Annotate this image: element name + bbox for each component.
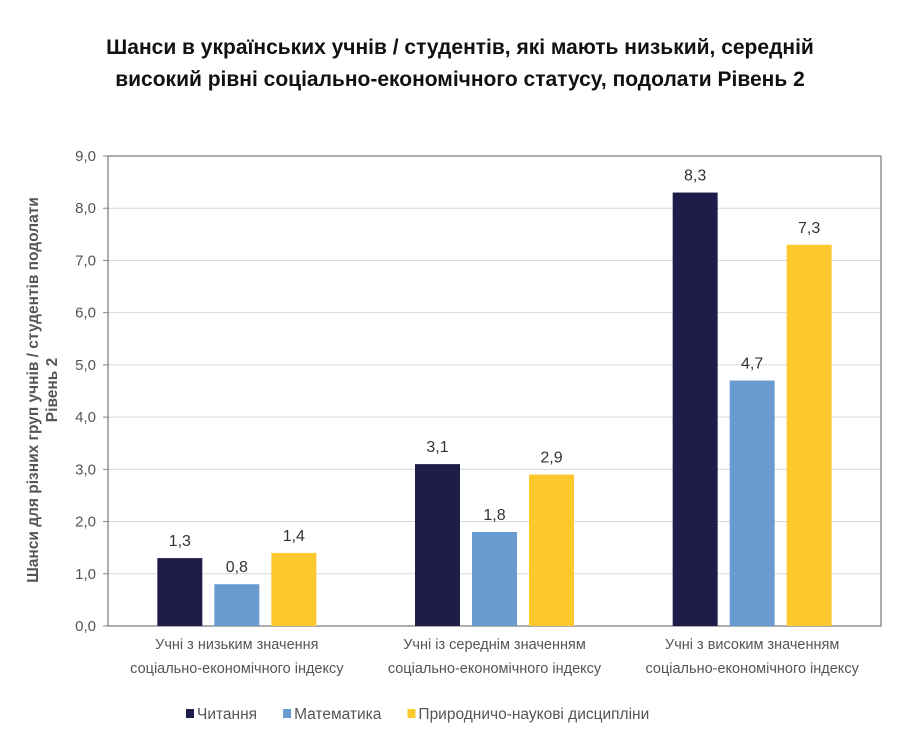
- bar: [271, 552, 317, 626]
- chart-title: Шанси в українських учнів / студентів, я…: [0, 32, 900, 96]
- bar: [157, 558, 203, 626]
- x-tick-label: Учні з низьким значення: [155, 637, 318, 653]
- data-label: 8,3: [684, 168, 706, 185]
- y-tick-label: 0,0: [75, 618, 96, 635]
- legend-swatch: [283, 709, 292, 718]
- y-tick-label: 8,0: [75, 200, 96, 217]
- x-tick-label: соціально-економічного індексу: [388, 661, 602, 677]
- bar: [415, 464, 460, 626]
- legend-swatch: [186, 709, 194, 718]
- legend-label: Природничо-наукові дисципліни: [418, 706, 649, 723]
- y-tick-label: 7,0: [75, 252, 96, 269]
- data-label: 1,8: [483, 507, 505, 524]
- data-label: 4,7: [741, 356, 763, 373]
- legend-label: Читання: [197, 706, 257, 723]
- bar: [214, 584, 260, 626]
- y-tick-label: 3,0: [75, 461, 96, 478]
- x-tick-label: соціально-економічного індексу: [645, 661, 859, 677]
- legend-label: Математика: [294, 706, 382, 723]
- y-axis-label-line: Рівень 2: [44, 358, 61, 422]
- y-tick-label: 9,0: [75, 148, 96, 165]
- y-tick-label: 2,0: [75, 514, 96, 531]
- y-tick-label: 6,0: [75, 305, 96, 322]
- data-label: 2,9: [540, 450, 562, 467]
- bar: [472, 532, 517, 626]
- data-label: 0,8: [226, 559, 248, 576]
- chart-title-line-1: Шанси в українських учнів / студентів, я…: [106, 36, 814, 59]
- y-axis-label: Шанси для різних груп учнів / студентів …: [25, 197, 61, 583]
- bar: [786, 244, 832, 626]
- bar: [729, 380, 775, 626]
- bar: [529, 474, 574, 626]
- x-tick-label: Учні із середнім значенням: [403, 637, 586, 653]
- y-tick-label: 4,0: [75, 409, 96, 426]
- data-label: 7,3: [798, 220, 820, 237]
- x-tick-label: соціально-економічного індексу: [130, 661, 344, 677]
- legend-swatch: [407, 709, 416, 718]
- x-tick-label: Учні з високим значенням: [665, 637, 839, 653]
- y-tick-label: 1,0: [75, 566, 96, 583]
- chart-title-line-2: високий рівні соціально-економічного ста…: [115, 68, 805, 91]
- data-label: 1,4: [283, 528, 305, 545]
- data-label: 3,1: [426, 439, 448, 456]
- y-axis-label-line: Шанси для різних груп учнів / студентів …: [25, 197, 42, 583]
- data-label: 1,3: [169, 533, 191, 550]
- y-tick-label: 5,0: [75, 357, 96, 374]
- bar: [672, 192, 718, 627]
